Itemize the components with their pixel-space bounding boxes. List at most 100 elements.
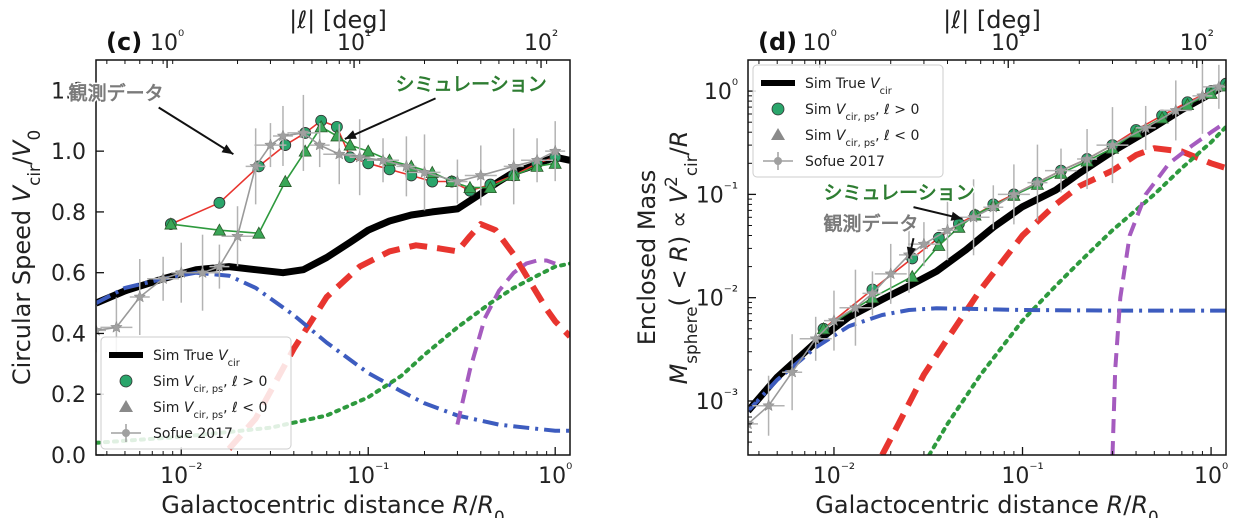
- top-axis-title: |ℓ| [deg]: [943, 6, 1041, 34]
- data-point: [156, 272, 170, 285]
- y-axis-title: Circular Speed Vcir/V0: [8, 130, 44, 385]
- legend-entry: Sim Vcir, ps, ℓ < 0: [119, 400, 267, 421]
- series-sofue-2017: [96, 94, 566, 358]
- annotation-label: 観測データ: [823, 212, 918, 235]
- data-point: [212, 223, 227, 236]
- legend-label: Sofue 2017: [805, 154, 885, 170]
- data-point: [809, 332, 823, 345]
- annotation-arrow: [344, 97, 436, 140]
- annotation: 観測データ: [67, 80, 234, 156]
- data-point: [827, 313, 841, 327]
- legend-label: Sofue 2017: [153, 426, 233, 442]
- series-component-1: [879, 145, 1226, 455]
- data-point: [1007, 187, 1021, 200]
- series-line: [748, 86, 1220, 425]
- series-line: [96, 153, 570, 307]
- chart-panel-c: 10⁻² 10⁻¹ 10⁰ 10⁰ 10¹ 10² 0.0 0.2 0.4 0.6 0.8 1.0 1.…: [8, 6, 572, 522]
- top-tick-label: 10²: [1180, 27, 1214, 56]
- series-component-3: [748, 306, 1226, 413]
- data-point: [353, 150, 367, 163]
- legend-entry: Sim True Vcir: [109, 348, 241, 369]
- data-point: [400, 159, 413, 172]
- plot-content: [748, 60, 1226, 455]
- data-point: [1106, 138, 1119, 151]
- data-point: [548, 144, 562, 157]
- annotation-label: シミュレーション: [823, 182, 974, 204]
- top-axis-title: |ℓ| [deg]: [289, 6, 387, 34]
- data-point: [866, 286, 879, 299]
- x-tick-label: 10⁰: [1194, 460, 1228, 489]
- series-component-1: [226, 221, 570, 451]
- data-point: [110, 320, 123, 333]
- legend-label: Sim Vcir, ps, ℓ < 0: [153, 400, 267, 421]
- y-tick-label: 10⁰: [704, 76, 738, 105]
- annotation: シミュレーション: [822, 181, 976, 221]
- data-point: [986, 200, 1000, 213]
- data-point: [376, 153, 390, 166]
- y-tick-label: 10⁻³: [696, 386, 738, 415]
- legend-swatch: [122, 429, 130, 437]
- legend-entry: Sim True Vcir: [761, 76, 893, 97]
- series-line: [455, 258, 556, 426]
- data-point: [278, 174, 292, 187]
- annotation-label: シミュレーション: [396, 73, 547, 95]
- legend-swatch: [119, 400, 133, 412]
- arrow-head: [344, 130, 357, 139]
- annotation: シミュレーション: [344, 72, 548, 140]
- legend-swatch: [771, 128, 785, 140]
- data-point: [174, 266, 188, 279]
- data-point: [507, 159, 521, 172]
- y-tick-label: 10⁻²: [696, 283, 738, 312]
- series-line: [927, 124, 1226, 455]
- data-point: [249, 159, 263, 172]
- panel-label: (c): [106, 28, 142, 56]
- y-tick-label: 0.8: [51, 201, 86, 226]
- y-axis-title-line2: Msphere( < R) ∝ V2cir/R: [661, 131, 701, 385]
- x-tick-label: 10⁻²: [813, 460, 855, 489]
- data-point: [530, 153, 544, 166]
- data-point: [849, 301, 862, 314]
- legend-entry: Sofue 2017: [763, 152, 885, 170]
- x-tick-label: 10⁻²: [160, 460, 202, 489]
- data-point: [483, 180, 498, 194]
- data-point: [474, 168, 488, 181]
- data-point: [1212, 80, 1226, 93]
- legend-entry: Sim Vcir, ps, ℓ < 0: [771, 128, 919, 149]
- x-tick-label: 10⁻¹: [347, 460, 389, 489]
- data-point: [314, 120, 328, 133]
- panel-label: (d): [758, 28, 797, 56]
- series-sim-true-v-cir: [96, 153, 570, 307]
- data-point: [133, 290, 147, 303]
- y-tick-label: 1.2: [51, 79, 86, 104]
- legend-label: Sim Vcir, ps, ℓ > 0: [805, 102, 919, 123]
- top-tick-label: 10⁰: [150, 27, 184, 56]
- y-tick-label: 0.4: [51, 322, 86, 347]
- legend-label: Sim True Vcir: [153, 348, 241, 369]
- data-point: [297, 126, 310, 139]
- legend-swatch: [119, 374, 133, 388]
- plot-frame: [747, 59, 1227, 456]
- data-point: [451, 174, 464, 187]
- data-point: [1169, 103, 1183, 116]
- legend-entry: Sim Vcir, ps, ℓ > 0: [119, 374, 267, 395]
- top-tick-label: 10⁰: [803, 27, 837, 56]
- data-point: [1031, 175, 1044, 189]
- series-component-2: [927, 124, 1226, 455]
- legend-swatch: [771, 102, 785, 116]
- data-point: [276, 129, 290, 142]
- annotation-arrow: [158, 106, 234, 156]
- annotation: 観測データ: [822, 211, 920, 259]
- series-component-4: [1110, 120, 1226, 455]
- data-point: [418, 165, 431, 178]
- series-line: [1110, 120, 1226, 455]
- y-tick-label: 10⁻¹: [696, 179, 738, 208]
- legend-label: Sim Vcir, ps, ℓ > 0: [153, 374, 267, 395]
- data-point: [1054, 163, 1068, 176]
- data-point: [298, 144, 312, 157]
- legend-swatch: [774, 157, 782, 165]
- series-line: [879, 145, 1226, 455]
- x-tick-label: 10⁰: [538, 460, 572, 489]
- data-point: [785, 365, 799, 378]
- data-point: [332, 147, 346, 160]
